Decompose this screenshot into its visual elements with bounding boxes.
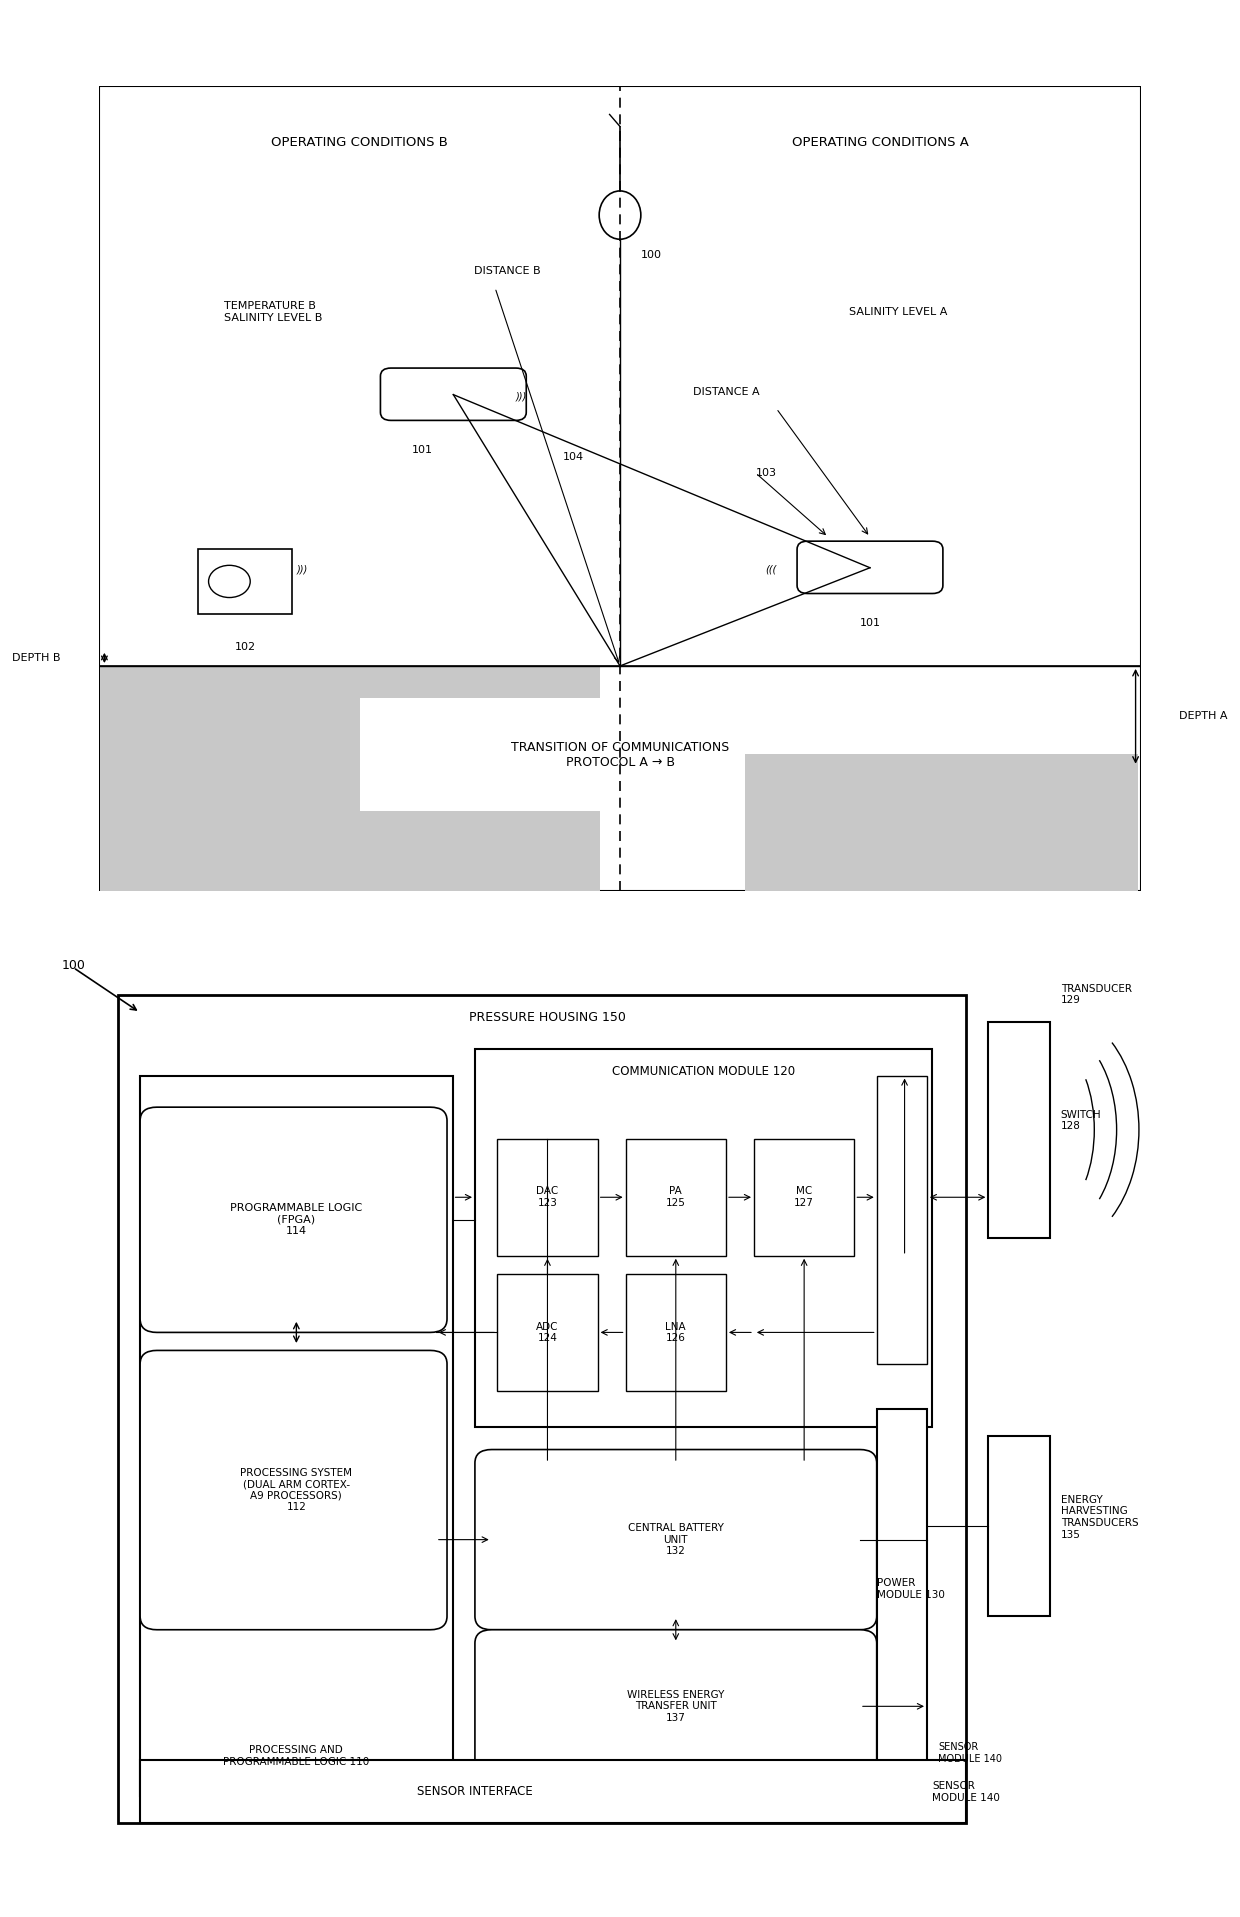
FancyBboxPatch shape — [381, 368, 526, 420]
Text: 103: 103 — [755, 468, 776, 477]
FancyBboxPatch shape — [497, 1273, 598, 1392]
FancyBboxPatch shape — [626, 1273, 727, 1392]
Text: SWITCH
128: SWITCH 128 — [1061, 1110, 1101, 1131]
Text: SENSOR INTERFACE: SENSOR INTERFACE — [417, 1785, 533, 1798]
FancyBboxPatch shape — [988, 1022, 1049, 1238]
Text: 100: 100 — [641, 251, 662, 261]
Text: 102: 102 — [234, 642, 255, 652]
FancyBboxPatch shape — [475, 1049, 932, 1426]
FancyBboxPatch shape — [877, 1075, 926, 1365]
Text: COMMUNICATION MODULE 120: COMMUNICATION MODULE 120 — [613, 1064, 795, 1077]
Text: WIRELESS ENERGY
TRANSFER UNIT
137: WIRELESS ENERGY TRANSFER UNIT 137 — [627, 1689, 724, 1723]
FancyBboxPatch shape — [99, 86, 1141, 891]
Text: POWER
MODULE 130: POWER MODULE 130 — [877, 1578, 945, 1601]
Text: DAC
123: DAC 123 — [537, 1187, 558, 1208]
FancyBboxPatch shape — [140, 1760, 966, 1823]
FancyBboxPatch shape — [797, 541, 942, 594]
FancyBboxPatch shape — [198, 548, 291, 613]
Text: SALINITY LEVEL A: SALINITY LEVEL A — [849, 307, 947, 316]
FancyBboxPatch shape — [475, 1629, 877, 1783]
Text: DISTANCE A: DISTANCE A — [693, 387, 760, 397]
Text: ENERGY
HARVESTING
TRANSDUCERS
135: ENERGY HARVESTING TRANSDUCERS 135 — [1061, 1495, 1138, 1539]
Text: 104: 104 — [563, 452, 584, 462]
Text: DISTANCE B: DISTANCE B — [474, 266, 541, 276]
Text: PA
125: PA 125 — [666, 1187, 686, 1208]
FancyBboxPatch shape — [745, 753, 1137, 891]
Text: DEPTH A: DEPTH A — [1179, 711, 1228, 721]
Text: ))): ))) — [298, 564, 309, 575]
Text: PROCESSING AND
PROGRAMMABLE LOGIC 110: PROCESSING AND PROGRAMMABLE LOGIC 110 — [223, 1744, 370, 1767]
Text: OPERATING CONDITIONS A: OPERATING CONDITIONS A — [792, 136, 968, 150]
Text: PROGRAMMABLE LOGIC
(FPGA)
114: PROGRAMMABLE LOGIC (FPGA) 114 — [231, 1204, 362, 1236]
FancyBboxPatch shape — [877, 1409, 926, 1796]
FancyBboxPatch shape — [140, 1075, 453, 1796]
Text: TRANSDUCER
129: TRANSDUCER 129 — [1061, 983, 1132, 1005]
Text: ))): ))) — [516, 391, 527, 401]
FancyBboxPatch shape — [140, 1108, 448, 1332]
FancyBboxPatch shape — [118, 995, 966, 1823]
Text: ADC
124: ADC 124 — [536, 1321, 559, 1344]
Text: 101: 101 — [859, 617, 880, 627]
FancyBboxPatch shape — [475, 1449, 877, 1629]
Text: MC
127: MC 127 — [794, 1187, 815, 1208]
Text: SENSOR
MODULE 140: SENSOR MODULE 140 — [939, 1743, 1002, 1764]
FancyBboxPatch shape — [754, 1139, 854, 1256]
Text: CENTRAL BATTERY
UNIT
132: CENTRAL BATTERY UNIT 132 — [627, 1522, 724, 1557]
Text: 101: 101 — [412, 445, 433, 454]
FancyBboxPatch shape — [988, 1436, 1049, 1616]
Text: PRESSURE HOUSING 150: PRESSURE HOUSING 150 — [469, 1010, 626, 1024]
FancyBboxPatch shape — [626, 1139, 727, 1256]
FancyBboxPatch shape — [140, 1350, 448, 1629]
Text: 100: 100 — [62, 958, 86, 972]
Text: LNA
126: LNA 126 — [666, 1321, 686, 1344]
Text: PROCESSING SYSTEM
(DUAL ARM CORTEX-
A9 PROCESSORS)
112: PROCESSING SYSTEM (DUAL ARM CORTEX- A9 P… — [241, 1468, 352, 1513]
Ellipse shape — [599, 192, 641, 240]
Circle shape — [208, 566, 250, 598]
FancyBboxPatch shape — [100, 665, 600, 891]
Text: DEPTH B: DEPTH B — [12, 654, 61, 663]
Text: TEMPERATURE B
SALINITY LEVEL B: TEMPERATURE B SALINITY LEVEL B — [224, 301, 322, 322]
Text: SENSOR
MODULE 140: SENSOR MODULE 140 — [932, 1781, 1001, 1802]
Text: TRANSITION OF COMMUNICATIONS
PROTOCOL A → B: TRANSITION OF COMMUNICATIONS PROTOCOL A … — [511, 740, 729, 769]
FancyBboxPatch shape — [497, 1139, 598, 1256]
Text: (((: ((( — [765, 564, 776, 575]
Text: OPERATING CONDITIONS B: OPERATING CONDITIONS B — [272, 136, 448, 150]
FancyBboxPatch shape — [360, 698, 828, 811]
